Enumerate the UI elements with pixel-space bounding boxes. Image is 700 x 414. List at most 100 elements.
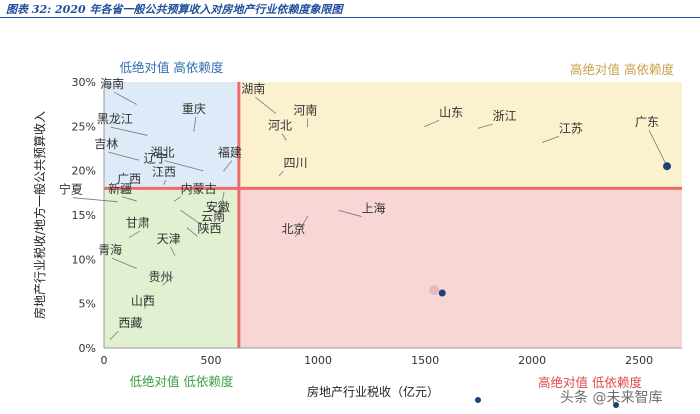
point-label: 广东 xyxy=(635,115,659,129)
y-tick-label: 25% xyxy=(72,120,96,133)
leader-line xyxy=(170,246,176,256)
data-point-吉林 xyxy=(137,159,139,161)
title-rule xyxy=(0,17,700,18)
data-point-青海 xyxy=(135,267,137,269)
leader-line xyxy=(279,170,284,176)
leader-line xyxy=(542,135,559,143)
data-point-浙江 xyxy=(478,127,480,129)
leader-line xyxy=(193,116,197,131)
leader-line xyxy=(144,294,148,309)
leader-line xyxy=(255,96,276,114)
data-point-河南 xyxy=(306,125,308,127)
point-label: 云南 xyxy=(201,209,225,224)
leader-line xyxy=(174,196,181,202)
leader-line xyxy=(108,151,139,161)
data-point-陕西 xyxy=(186,227,189,229)
data-point-江西 xyxy=(163,183,165,185)
figure-title: 图表 32: 2020 年各省一般公共预算收入对房地产行业依赖度象限图 xyxy=(6,3,343,16)
point-label: 山东 xyxy=(439,105,463,119)
data-point-天津 xyxy=(174,254,176,256)
leader-line xyxy=(295,216,308,237)
data-point-贵州 xyxy=(171,276,174,278)
point-label: 青海 xyxy=(98,242,122,257)
data-point-西藏 xyxy=(109,338,112,340)
data-point-黑龙江 xyxy=(146,134,148,136)
point-label: 江西 xyxy=(152,165,176,179)
data-point-海南 xyxy=(135,103,137,105)
quadrant-label-bottom-left: 低绝对值 低依赖度 xyxy=(129,374,233,389)
point-label: 河北 xyxy=(268,119,292,133)
watermark: 头条 @未来智库 xyxy=(560,389,662,406)
data-point-云南 xyxy=(180,209,182,212)
leader-line xyxy=(424,119,440,127)
x-tick-label: 0 xyxy=(101,354,108,367)
y-tick-label: 20% xyxy=(72,165,96,178)
data-point-新疆 xyxy=(135,200,137,202)
point-label: 福建 xyxy=(218,145,242,160)
y-tick-label: 0% xyxy=(79,342,96,355)
point-label: 上海 xyxy=(361,201,385,216)
quadrant-top-left xyxy=(104,82,239,189)
leader-line xyxy=(110,330,119,340)
point-label: 陕西 xyxy=(197,220,221,235)
data-point-安徽 xyxy=(223,192,225,194)
data-point-北京 xyxy=(306,216,308,218)
point-label: 贵州 xyxy=(149,270,173,284)
point-label: 吉林 xyxy=(94,137,118,151)
data-point-上海 xyxy=(338,209,341,212)
point-label: 四川 xyxy=(284,156,308,170)
y-tick-label: 10% xyxy=(72,253,96,266)
leader-line xyxy=(187,227,198,237)
leader-line xyxy=(281,133,287,140)
x-tick-label: 1500 xyxy=(411,354,439,367)
watermark-dot xyxy=(613,402,619,408)
point-label: 河南 xyxy=(293,102,317,117)
point-label: 西藏 xyxy=(118,316,142,330)
leader-line xyxy=(122,196,137,202)
point-label: 宁夏 xyxy=(59,182,83,197)
leader-line xyxy=(478,123,493,129)
quadrant-bottom-left xyxy=(104,188,239,348)
point-label: 新疆 xyxy=(108,181,132,196)
quadrant-label-top-left: 低绝对值 高依赖度 xyxy=(119,60,223,75)
leader-line xyxy=(129,230,140,238)
data-point-广东 xyxy=(663,162,672,171)
watermark-dot xyxy=(475,397,481,403)
quadrant-top-right xyxy=(238,82,682,189)
point-label: 湖南 xyxy=(241,81,265,96)
data-point-内蒙古 xyxy=(174,200,176,202)
point-label: 海南 xyxy=(100,76,124,91)
leader-line xyxy=(162,276,173,286)
leader-line xyxy=(163,179,167,185)
data-point-湖北 xyxy=(201,170,204,172)
leader-line xyxy=(120,186,132,194)
data-point-河北 xyxy=(285,139,287,141)
data-point-山东 xyxy=(424,125,426,127)
point-label: 广西 xyxy=(117,172,141,186)
quadrant-bottom-right xyxy=(238,188,682,348)
data-point-辽宁 xyxy=(161,171,163,174)
point-label: 江苏 xyxy=(559,121,583,135)
data-point-甘肃 xyxy=(129,236,131,238)
data-point-广西 xyxy=(120,192,122,194)
point-label: 内蒙古 xyxy=(181,181,217,196)
quadrant-label-top-right: 高绝对值 高依赖度 xyxy=(570,62,674,77)
leader-line xyxy=(223,160,233,171)
leader-line xyxy=(219,192,225,215)
point-label: 浙江 xyxy=(493,109,517,123)
y-axis-label: 房地产行业税收/地方一般公共预算收入 xyxy=(32,111,47,319)
data-point-四川 xyxy=(278,174,281,176)
data-point-江苏 xyxy=(542,141,544,143)
leader-line xyxy=(113,91,137,105)
leader-line xyxy=(164,160,203,172)
x-tick-label: 2000 xyxy=(518,354,546,367)
leader-line xyxy=(111,257,137,269)
x-tick-label: 500 xyxy=(201,354,222,367)
leader-line xyxy=(72,197,117,203)
point-label: 安徽 xyxy=(206,199,230,214)
point-label: 山西 xyxy=(131,294,155,308)
leader-line xyxy=(110,126,147,136)
leader-line xyxy=(180,210,202,225)
quadrant-label-bottom-right: 高绝对值 低依赖度 xyxy=(538,375,642,390)
